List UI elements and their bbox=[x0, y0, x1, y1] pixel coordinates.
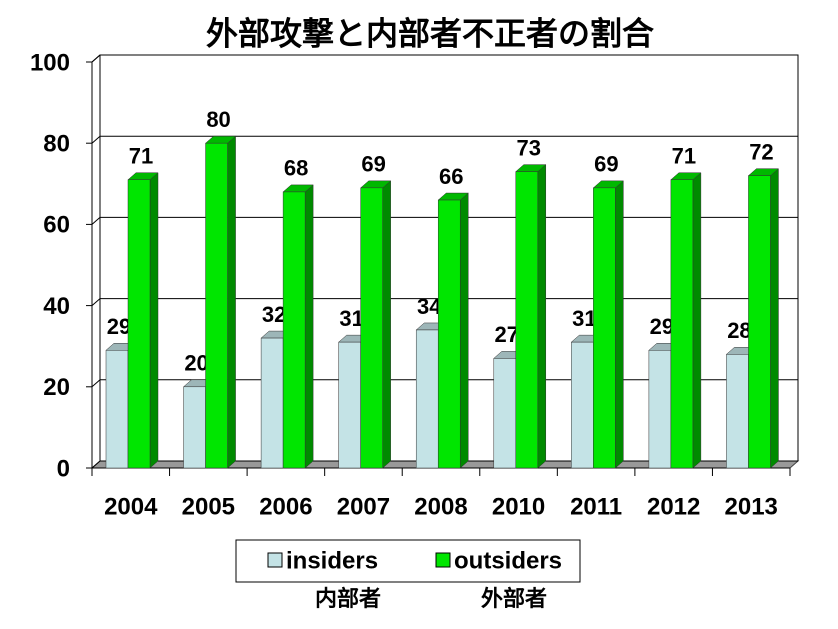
y-tick-label: 20 bbox=[43, 374, 70, 401]
bar-side bbox=[770, 168, 779, 469]
data-label: 31 bbox=[572, 306, 596, 331]
legend-label: outsiders bbox=[454, 547, 562, 574]
bar bbox=[127, 179, 151, 469]
grid-depth bbox=[91, 298, 101, 306]
bar bbox=[205, 142, 228, 469]
y-tick-label: 100 bbox=[30, 49, 70, 76]
x-tick-label: 2011 bbox=[570, 493, 622, 520]
data-label: 28 bbox=[727, 318, 751, 343]
x-tick-label: 2005 bbox=[182, 493, 235, 520]
legend-swatch bbox=[435, 552, 451, 568]
data-label: 32 bbox=[262, 302, 286, 327]
bar-side bbox=[227, 135, 236, 469]
legend-swatch bbox=[267, 552, 283, 568]
data-label: 69 bbox=[361, 152, 385, 177]
y-tick-label: 40 bbox=[43, 293, 70, 320]
bar bbox=[360, 187, 383, 469]
bar bbox=[493, 358, 517, 469]
bar bbox=[260, 337, 284, 469]
data-label: 69 bbox=[594, 152, 618, 177]
bar bbox=[282, 191, 306, 469]
bar-side bbox=[382, 180, 391, 469]
grid-depth bbox=[91, 379, 101, 388]
bar bbox=[748, 175, 771, 469]
bar-side bbox=[304, 184, 314, 469]
x-tick-label: 2006 bbox=[259, 493, 312, 520]
bar-side bbox=[537, 164, 547, 469]
data-label: 31 bbox=[339, 306, 363, 331]
x-tick-label: 2007 bbox=[337, 493, 390, 520]
bar bbox=[670, 179, 694, 469]
data-label: 68 bbox=[284, 156, 308, 181]
data-label: 80 bbox=[206, 107, 230, 132]
bar bbox=[726, 354, 749, 469]
x-tick-label: 2008 bbox=[414, 493, 467, 520]
bar bbox=[183, 386, 206, 469]
data-label: 71 bbox=[129, 144, 153, 169]
bar bbox=[648, 350, 672, 469]
data-label: 29 bbox=[107, 314, 131, 339]
grid-depth bbox=[91, 460, 101, 469]
bar bbox=[571, 341, 594, 469]
data-label: 66 bbox=[439, 164, 463, 189]
bar-side bbox=[615, 180, 624, 469]
data-label: 29 bbox=[650, 314, 674, 339]
data-label: 72 bbox=[749, 139, 773, 164]
data-label: 73 bbox=[517, 135, 541, 160]
x-tick-label: 2004 bbox=[104, 493, 158, 520]
bar-side bbox=[149, 172, 159, 469]
legend-label: insiders bbox=[286, 547, 378, 574]
data-label: 20 bbox=[184, 351, 208, 376]
x-tick-label: 2010 bbox=[492, 493, 545, 520]
bar bbox=[338, 341, 361, 469]
data-label: 27 bbox=[495, 322, 519, 347]
bar-side bbox=[459, 192, 469, 469]
chart-title: 外部攻撃と内部者不正者の割合 bbox=[206, 15, 654, 51]
legend-box bbox=[235, 539, 581, 583]
grid-depth bbox=[91, 135, 101, 144]
y-tick-label: 80 bbox=[43, 131, 70, 158]
y-tick-label: 0 bbox=[57, 455, 70, 482]
bar bbox=[437, 199, 461, 469]
bar bbox=[515, 171, 539, 469]
bar bbox=[415, 329, 439, 469]
data-label: 71 bbox=[672, 144, 696, 169]
bar bbox=[105, 350, 129, 469]
bar bbox=[593, 187, 616, 469]
x-tick-label: 2012 bbox=[647, 493, 700, 520]
grid-depth bbox=[91, 54, 101, 63]
y-tick-label: 60 bbox=[43, 212, 70, 239]
x-tick-label: 2013 bbox=[725, 493, 778, 520]
grid-depth bbox=[91, 217, 101, 225]
bar-side bbox=[692, 172, 702, 469]
legend-note: 内部者 bbox=[315, 586, 381, 611]
legend-note: 外部者 bbox=[481, 586, 547, 611]
